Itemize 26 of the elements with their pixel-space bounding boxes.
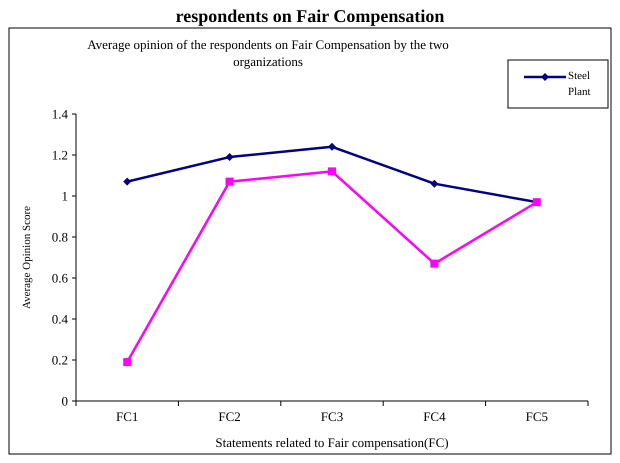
- point: [328, 167, 336, 176]
- y-tick-label: 1.2: [52, 148, 68, 163]
- point: [430, 260, 438, 268]
- x-axis-title: Statements related to Fair compensation(FC): [215, 435, 449, 450]
- y-tick-label: 0.2: [52, 352, 68, 368]
- point: [123, 178, 132, 186]
- y-axis-title: Average Opinion Score: [21, 206, 33, 310]
- y-tick-label: 0: [62, 394, 68, 409]
- point: [226, 178, 234, 186]
- x-tick-label: FC1: [116, 409, 138, 424]
- x-tick-label: FC2: [218, 409, 241, 424]
- point: [430, 180, 438, 188]
- x-tick-label: FC3: [320, 409, 344, 424]
- point: [123, 358, 132, 366]
- y-tick-label: 0.4: [52, 312, 68, 327]
- x-tick-label: FC5: [526, 409, 548, 424]
- text: respondents on Fair Compensation: [176, 6, 444, 26]
- y-tick-label: 1.4: [52, 106, 68, 122]
- point: [226, 153, 234, 162]
- point: [328, 142, 336, 151]
- legend-label: Steel Plant: [568, 69, 592, 100]
- x-tick-label: FC4: [423, 409, 446, 424]
- y-tick-label: 0.6: [52, 270, 68, 286]
- y-tick-label: 0.8: [52, 230, 68, 245]
- chart-title: Average opinion of the respondents on Fair Compensation by the two organizations: [86, 36, 450, 70]
- y-tick-label: 1: [62, 188, 68, 204]
